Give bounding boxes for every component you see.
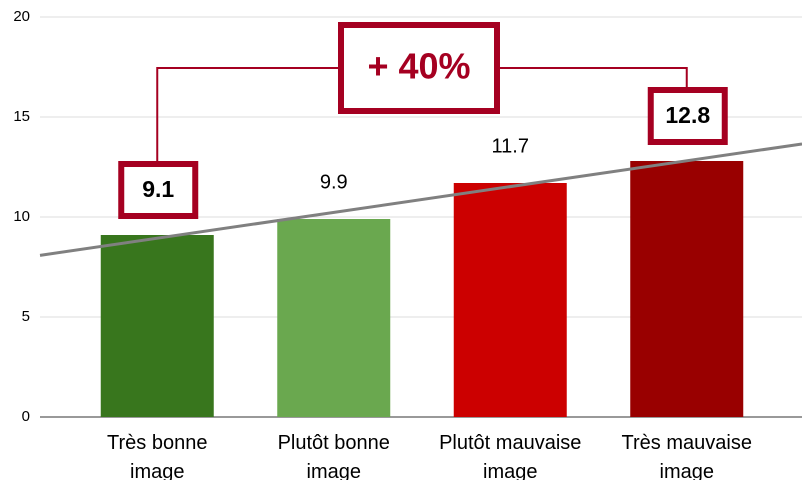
x-tick-line: image (130, 461, 184, 480)
x-tick-line: Très bonne (107, 432, 207, 454)
y-tick-label: 5 (22, 308, 30, 325)
x-tick-line: Plutôt mauvaise (439, 432, 581, 454)
x-tick-label: Plutôt mauvaise image (439, 432, 581, 480)
x-tick-line: image (660, 461, 714, 480)
y-tick-label: 15 (13, 108, 30, 125)
x-tick-label: Très bonne image (107, 432, 207, 480)
value-label: 9.9 (320, 171, 348, 193)
value-label-box (647, 87, 728, 145)
bar (277, 219, 391, 417)
x-tick-label: Très mauvaise image (622, 432, 752, 480)
bar (630, 161, 744, 417)
value-label: 11.7 (492, 135, 529, 157)
x-tick-line: Plutôt bonne (278, 432, 390, 454)
trendline (39, 142, 802, 257)
value-label-box (118, 161, 199, 219)
x-tick-line: Très mauvaise (622, 432, 752, 454)
bar (453, 183, 567, 417)
bar (100, 235, 214, 417)
x-tick-line: image (307, 461, 361, 480)
y-tick-label: 20 (13, 8, 30, 25)
x-tick-line: image (483, 461, 537, 480)
y-tick-label: 10 (13, 208, 30, 225)
annotation-box (338, 22, 500, 114)
annotation: + 40% (367, 46, 470, 87)
x-tick-label: Plutôt bonne image (278, 432, 390, 480)
y-tick-label: 0 (22, 408, 30, 425)
value-label: 12.8 (665, 102, 710, 128)
value-label: 9.1 (142, 176, 174, 202)
